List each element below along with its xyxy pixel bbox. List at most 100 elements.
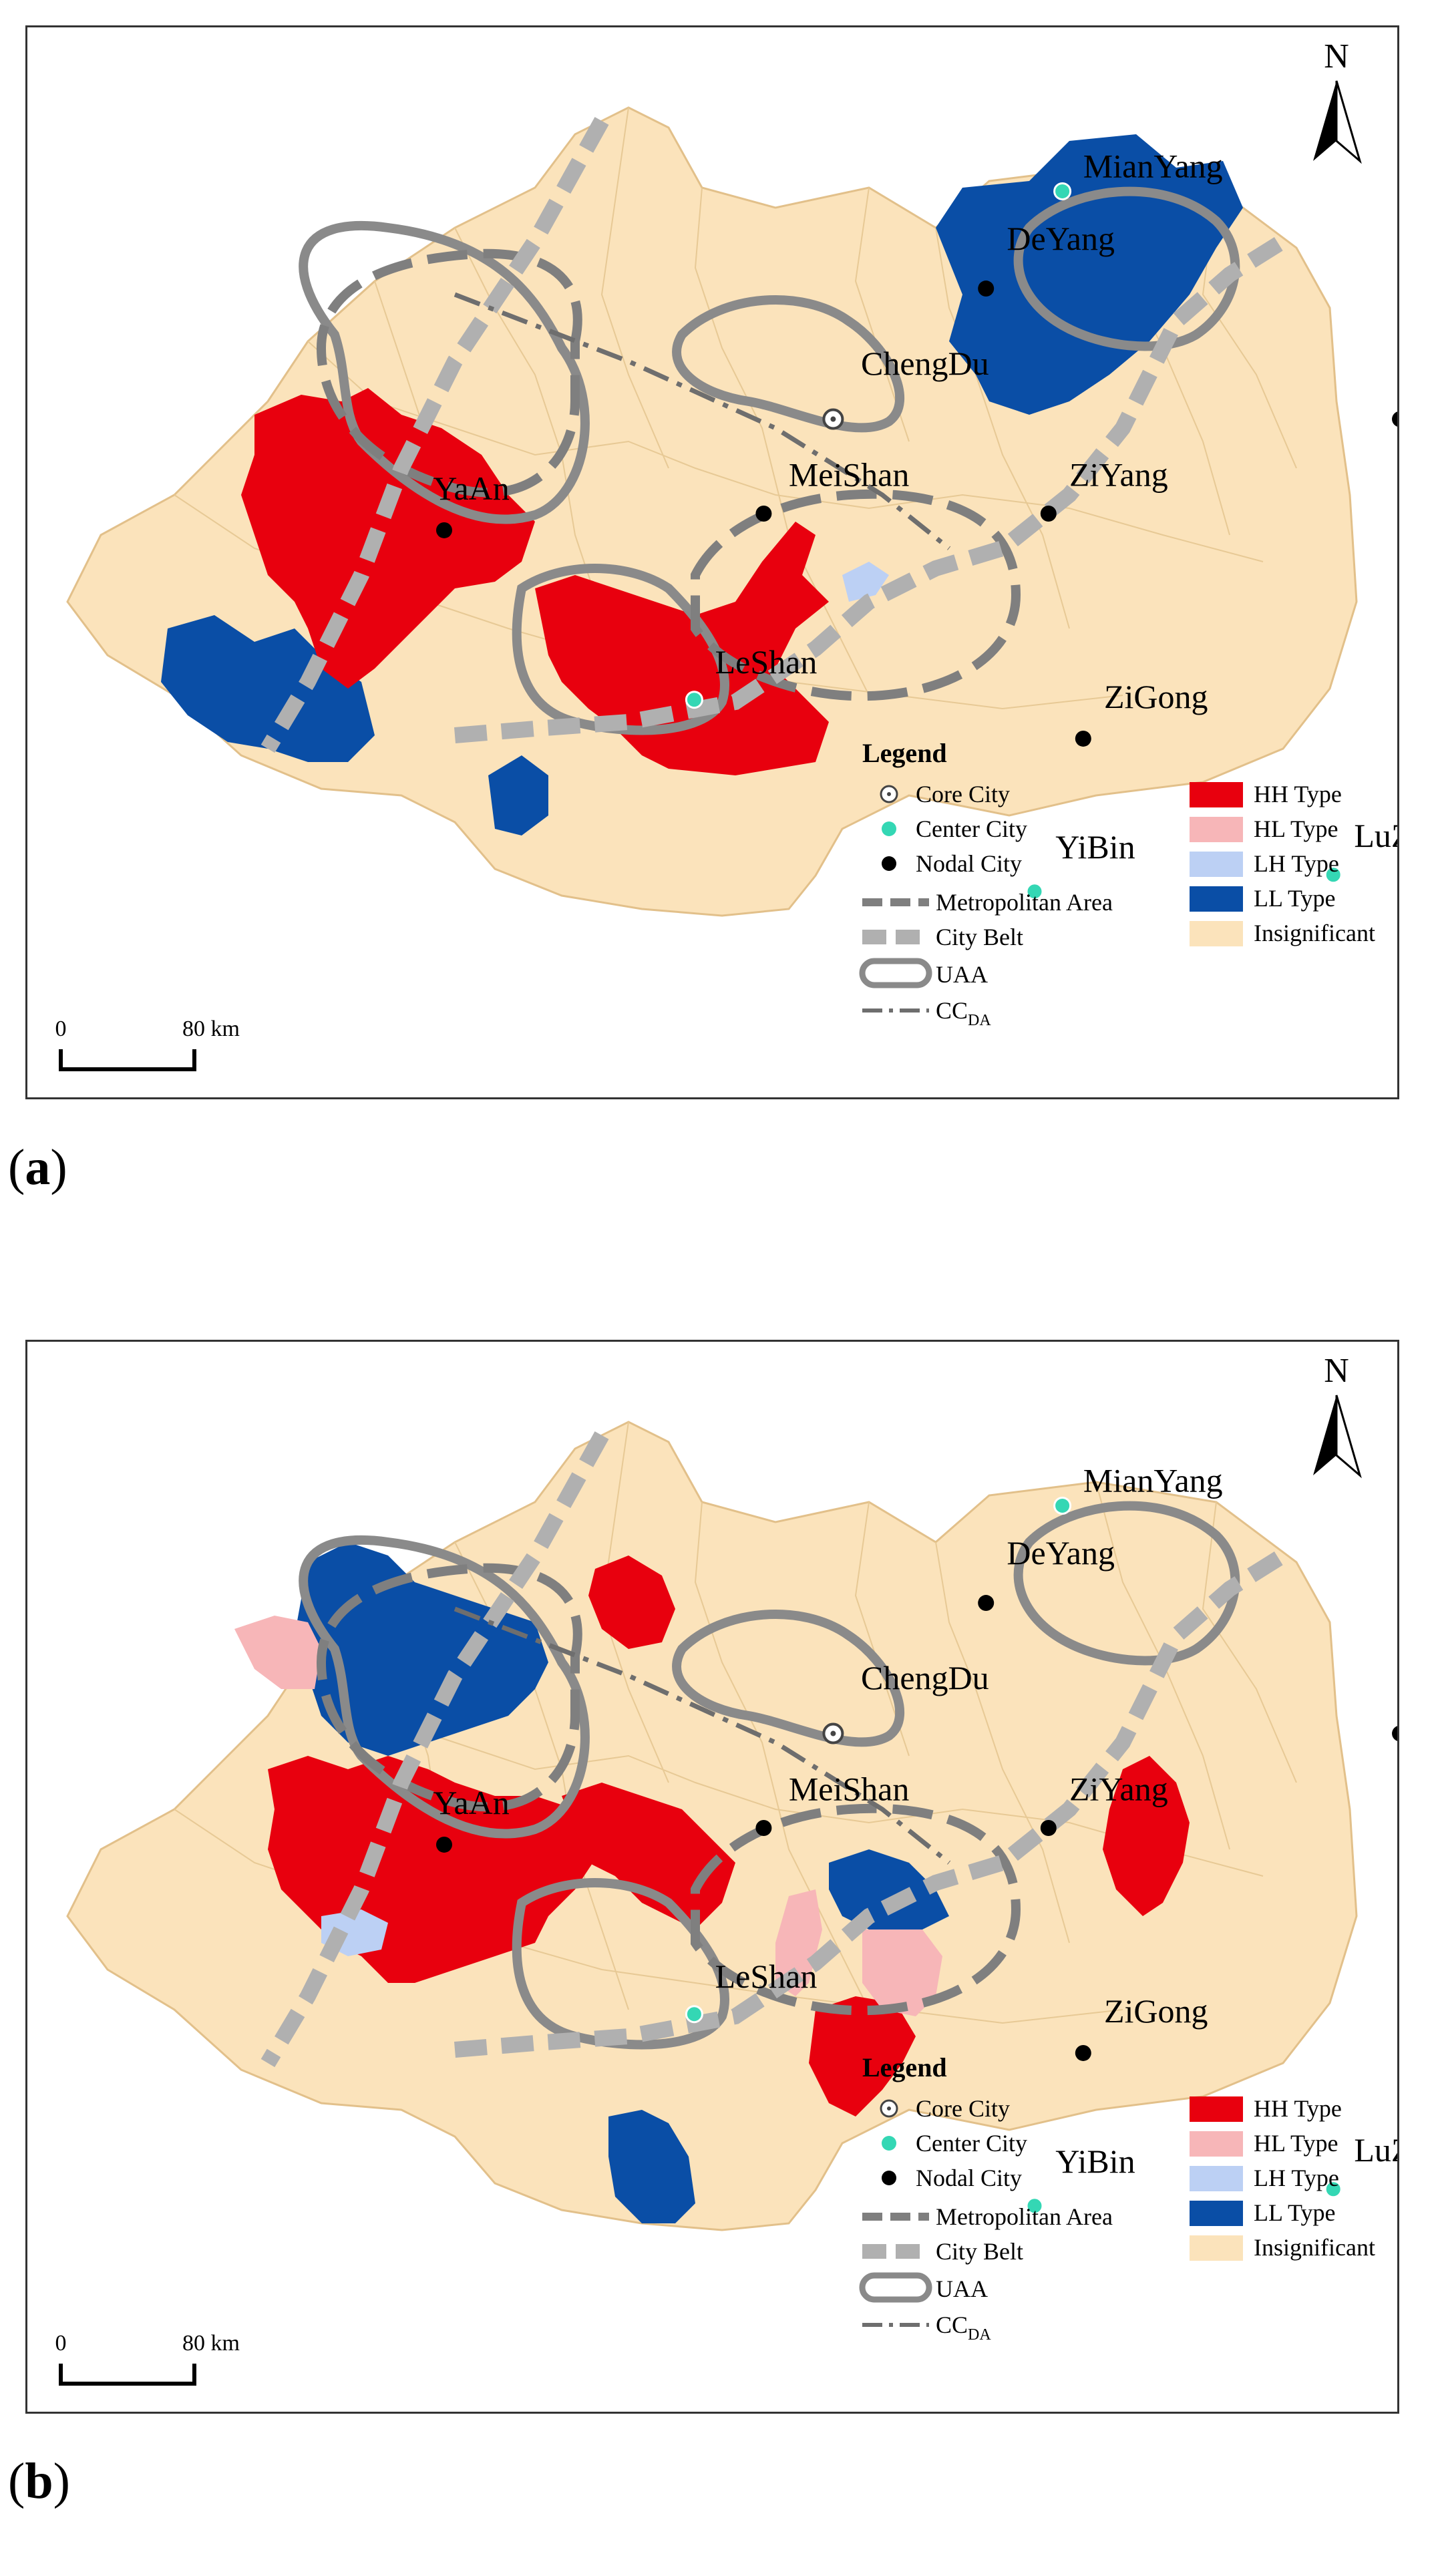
legend-swatch-lh-type [1190,852,1243,877]
legend-type-label: HL Type [1254,815,1338,842]
nodal-city-marker [1040,506,1057,522]
legend-label-metro: Metropolitan Area [936,2203,1113,2230]
legend-type-label: HH Type [1254,2095,1342,2122]
city-belts [260,1431,1288,2068]
metropolitan-areas [316,1563,1021,2016]
ccda-line [454,292,951,550]
hh-region-east [1103,1756,1190,1916]
legend-label-ccda: CCDA [936,997,991,1029]
north-arrow: N [1313,1352,1362,1479]
nodal-city-marker [1075,730,1091,747]
north-arrow: N [1313,37,1362,164]
legend-core-icon-dot [887,792,891,796]
city-label-yaan: YaAn [433,470,509,507]
hl-region-chengdu [234,1616,321,1689]
caption-a-letter: a [25,1139,51,1195]
north-label: N [1324,1352,1349,1390]
legend-type-label: LH Type [1254,850,1339,877]
map-panel-b: N 0 80 km MianYangDeYangChengDuNanChongS… [25,1340,1399,2414]
city-label-deyang: DeYang [1007,220,1115,257]
city-label-deyang: DeYang [1007,1534,1115,1572]
legend-type-label: HL Type [1254,2130,1338,2157]
hh-region-leshan [241,388,535,689]
nodal-city-marker [1040,1820,1057,1836]
city-label-luzhou: LuZhou [1354,817,1397,854]
legend-swatch-hh-type [1190,2096,1243,2122]
legend-title: Legend [862,738,947,768]
city-label-luzhou: LuZhou [1354,2131,1397,2169]
nodal-city-marker [1392,1726,1397,1741]
ll-region-yibin [488,755,548,836]
center-city-marker [1025,2197,1044,2215]
city-label-mianyang: MianYang [1083,1462,1223,1499]
legend-label-center: Center City [916,815,1027,842]
ll-region-yaan [161,615,375,762]
nodal-city-marker [978,281,995,297]
nodal-city-marker [436,522,452,538]
legend-label-metro: Metropolitan Area [936,889,1113,916]
legend-nodal-icon [882,856,896,871]
legend-swatch-ll-type [1190,886,1243,912]
legend-swatch-insignificant [1190,921,1243,946]
city-layer-b: MianYangDeYangChengDuNanChongSuiNingDaZh… [433,1462,1397,2215]
center-city-marker [1025,882,1044,901]
county-boundaries [174,1421,1297,2024]
legend-label-core: Core City [916,781,1010,807]
city-label-ziyang: ZiYang [1069,1770,1168,1807]
legend-type-label: LH Type [1254,2165,1339,2191]
city-label-mianyang: MianYang [1083,148,1223,185]
legend-core-icon-dot [887,2106,891,2110]
legend-type-label: LL Type [1254,2199,1335,2226]
core-city-marker-center [830,1730,836,1736]
legend-type-label: LL Type [1254,885,1335,912]
city-label-chengdu: ChengDu [861,345,989,382]
legend-label-belt: City Belt [936,2238,1023,2265]
scale-length: 80 km [182,2331,240,2356]
legend-center-icon [882,821,896,836]
north-label: N [1324,37,1349,75]
ll-region-yibin-south [608,2110,695,2223]
city-label-leshan: LeShan [715,643,818,681]
scale-zero: 0 [55,2331,67,2356]
legend-label-core: Core City [916,2095,1010,2122]
legend-swatch-insignificant [1190,2235,1243,2261]
lh-region-chongqing [842,562,889,602]
legend-label-nodal: Nodal City [916,2165,1022,2191]
caption-b-letter: b [25,2453,53,2509]
city-label-ziyang: ZiYang [1069,455,1168,493]
scale-bar: 0 80 km [55,1017,240,1071]
city-label-leshan: LeShan [715,1958,818,1995]
center-city-marker [1053,182,1072,200]
ll-region-dazhou [936,134,1243,415]
legend-swatch-hl-type [1190,817,1243,842]
center-city-marker [1324,2180,1342,2199]
city-label-yibin: YiBin [1055,828,1135,866]
city-label-yaan: YaAn [433,1784,509,1821]
legend-swatch-lh-type [1190,2166,1243,2191]
legend-nodal-icon [882,2171,896,2185]
legend-type-label: Insignificant [1254,920,1375,946]
center-city-marker [1053,1496,1072,1515]
city-label-zigong: ZiGong [1104,678,1208,715]
legend-type-label: Insignificant [1254,2234,1375,2261]
legend-swatch-hh-type [1190,782,1243,807]
nodal-city-marker [1392,411,1397,427]
legend-label-uaa: UAA [936,2275,988,2302]
hl-region-chongqing-east [862,1929,942,2016]
city-layer-a: MianYangDeYangChengDuNanChongSuiNingDaZh… [433,148,1397,901]
hh-region-luzhou [535,522,829,775]
map-b-svg: N 0 80 km MianYangDeYangChengDuNanChongS… [55,1352,1397,2386]
legend-label-uaa: UAA [936,961,988,988]
legend-title: Legend [862,2052,947,2082]
center-city-marker [685,691,703,709]
legend-label-center: Center City [916,2130,1027,2157]
north-arrow-icon [1313,81,1336,161]
legend-uaa-icon [859,2272,932,2303]
map-panel-a: N 0 80 km MianYangDeYangChengDuNanChongS… [25,25,1399,1099]
nodal-city-marker [755,1820,772,1836]
city-label-meishan: MeiShan [789,455,910,493]
city-label-zigong: ZiGong [1104,1992,1208,2030]
ccda-line [454,1606,951,1865]
legend-label-ccda: CCDA [936,2312,991,2344]
legend-label-belt: City Belt [936,924,1023,950]
